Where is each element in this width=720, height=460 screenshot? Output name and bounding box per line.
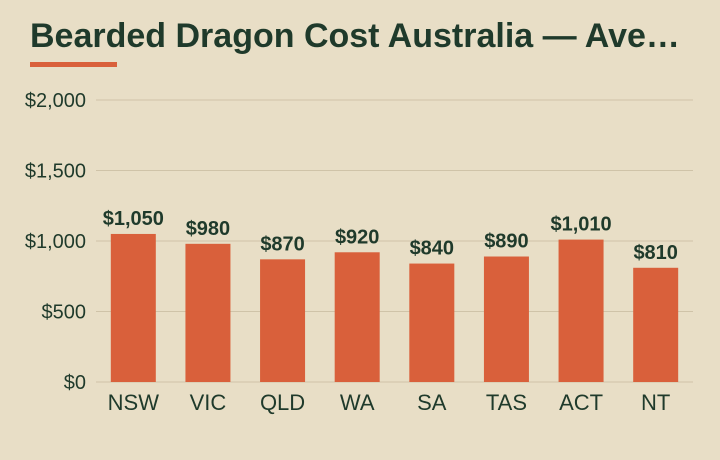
title-accent-bar <box>30 62 117 67</box>
x-tick-label-vic: VIC <box>190 390 227 415</box>
value-label-nt: $810 <box>633 242 678 264</box>
x-tick-label-tas: TAS <box>486 390 527 415</box>
bar-tas <box>483 256 529 382</box>
value-label-vic: $980 <box>186 218 231 240</box>
bar-nsw <box>110 233 156 382</box>
bar-nt <box>633 267 679 382</box>
x-tick-label-qld: QLD <box>260 390 305 415</box>
x-tick-label-sa: SA <box>417 390 447 415</box>
y-tick-label: $500 <box>42 302 87 324</box>
bar-vic <box>185 243 231 382</box>
value-label-tas: $890 <box>484 231 529 253</box>
value-label-wa: $920 <box>335 226 380 248</box>
y-tick-label: $2,000 <box>25 90 86 112</box>
value-label-sa: $840 <box>410 238 455 260</box>
y-tick-label: $1,500 <box>25 161 86 183</box>
y-axis-ticks: $0 $500 $1,000 $1,500 $2,000 <box>25 90 86 394</box>
value-label-act: $1,010 <box>550 214 611 236</box>
x-tick-label-wa: WA <box>340 390 375 415</box>
value-label-nsw: $1,050 <box>103 208 164 230</box>
bar-qld <box>260 259 306 382</box>
y-tick-label: $0 <box>64 372 86 394</box>
x-axis-labels: NSW VIC QLD WA SA TAS ACT NT <box>108 390 671 415</box>
x-tick-label-nt: NT <box>641 390 670 415</box>
x-tick-label-nsw: NSW <box>108 390 160 415</box>
bars <box>110 233 679 382</box>
y-tick-label: $1,000 <box>25 231 86 253</box>
bar-sa <box>409 263 455 382</box>
bar-act <box>558 239 604 382</box>
value-labels: $1,050 $980 $870 $920 $840 $890 $1,010 $810 <box>103 208 678 264</box>
bar-wa <box>334 252 380 382</box>
x-tick-label-act: ACT <box>559 390 603 415</box>
value-label-qld: $870 <box>260 233 305 255</box>
